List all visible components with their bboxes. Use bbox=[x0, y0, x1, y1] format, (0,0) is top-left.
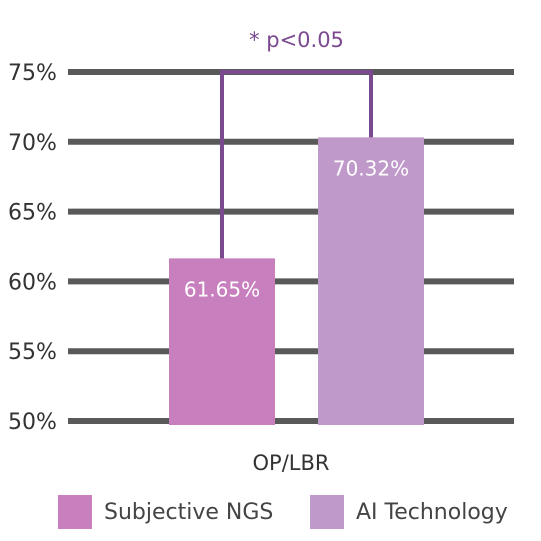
bar-subjective-ngs bbox=[169, 258, 275, 425]
significance-bracket: * p<0.05 bbox=[220, 28, 373, 259]
significance-bracket-line bbox=[220, 70, 373, 259]
category-label: OP/LBR bbox=[253, 451, 330, 475]
legend-label-ai-technology: AI Technology bbox=[356, 499, 508, 525]
legend-swatch-subjective-ngs bbox=[58, 495, 92, 529]
y-axis-ticks: 50% 55% 60% 65% 70% 75% bbox=[8, 61, 57, 435]
y-tick-label-60: 60% bbox=[8, 270, 57, 295]
gridlines bbox=[68, 69, 514, 424]
legend-label-subjective-ngs: Subjective NGS bbox=[104, 499, 274, 525]
y-tick-label-50: 50% bbox=[8, 410, 57, 435]
significance-label: * p<0.05 bbox=[249, 28, 344, 52]
y-tick-label-75: 75% bbox=[8, 61, 57, 86]
legend: Subjective NGS AI Technology bbox=[0, 490, 541, 534]
data-label-subjective-ngs: 61.65% bbox=[184, 277, 260, 301]
y-tick-label-70: 70% bbox=[8, 131, 57, 156]
y-tick-label-65: 65% bbox=[8, 201, 57, 226]
legend-item-subjective-ngs: Subjective NGS bbox=[58, 490, 273, 534]
y-tick-label-55: 55% bbox=[8, 340, 57, 365]
bars: 61.65% 70.32% bbox=[169, 137, 424, 425]
data-label-ai-technology: 70.32% bbox=[333, 156, 409, 180]
legend-swatch-ai-technology bbox=[310, 495, 344, 529]
legend-item-ai-technology: AI Technology bbox=[310, 490, 508, 534]
bar-ai-technology bbox=[318, 137, 424, 425]
